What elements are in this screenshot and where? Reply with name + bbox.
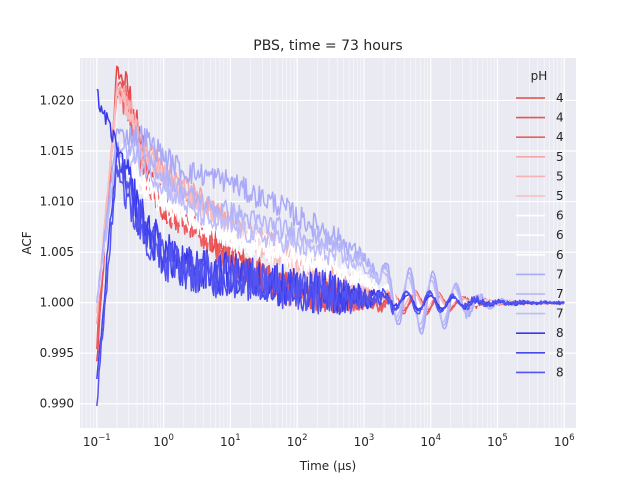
- legend-label-ph-5: 5: [556, 150, 564, 164]
- legend-label-ph-5: 5: [556, 169, 564, 183]
- legend-label-ph-4: 4: [556, 111, 564, 125]
- x-axis-label: Time (μs): [299, 459, 356, 473]
- chart-title: PBS, time = 73 hours: [253, 38, 402, 54]
- legend-label-ph-6: 6: [556, 209, 564, 223]
- y-tick-label: 0.990: [40, 397, 74, 411]
- y-tick-labels: 0.990 0.995 1.000 1.005 1.010 1.015 1.020: [40, 93, 74, 410]
- y-tick-label: 1.000: [40, 296, 74, 310]
- legend-label-ph-7: 7: [556, 267, 564, 281]
- y-tick-label: 1.020: [40, 93, 74, 107]
- y-tick-label: 1.015: [40, 144, 74, 158]
- x-tick-label: 100: [153, 433, 174, 449]
- x-tick-label: 106: [554, 433, 575, 449]
- legend-label-ph-8: 8: [556, 346, 564, 360]
- legend: pH 4 4 4 5 5 5 6 6 6 7 7 7 8 8 8: [516, 69, 564, 379]
- series-group: [96, 65, 565, 407]
- legend-label-ph-8: 8: [556, 365, 564, 379]
- y-tick-label: 1.005: [40, 245, 74, 259]
- y-tick-label: 0.995: [40, 346, 74, 360]
- legend-label-ph-8: 8: [556, 326, 564, 340]
- legend-label-ph-4: 4: [556, 130, 564, 144]
- legend-label-ph-7: 7: [556, 307, 564, 321]
- x-tick-label: 10−1: [83, 433, 111, 449]
- legend-label-ph-5: 5: [556, 189, 564, 203]
- legend-label-ph-4: 4: [556, 91, 564, 105]
- legend-title: pH: [531, 69, 548, 83]
- x-tick-labels: 10−1 100 101 102 103 104 105 106: [83, 433, 575, 449]
- x-tick-label: 101: [220, 433, 241, 449]
- y-axis-label: ACF: [20, 231, 34, 254]
- legend-label-ph-6: 6: [556, 228, 564, 242]
- series-line-ph-8: [96, 164, 565, 407]
- y-tick-label: 1.010: [40, 195, 74, 209]
- series-line-ph-8: [96, 146, 565, 380]
- x-tick-label: 105: [487, 433, 508, 449]
- x-tick-label: 102: [287, 433, 308, 449]
- x-tick-label: 103: [354, 433, 375, 449]
- legend-label-ph-6: 6: [556, 248, 564, 262]
- x-tick-label: 104: [420, 433, 441, 449]
- legend-label-ph-7: 7: [556, 287, 564, 301]
